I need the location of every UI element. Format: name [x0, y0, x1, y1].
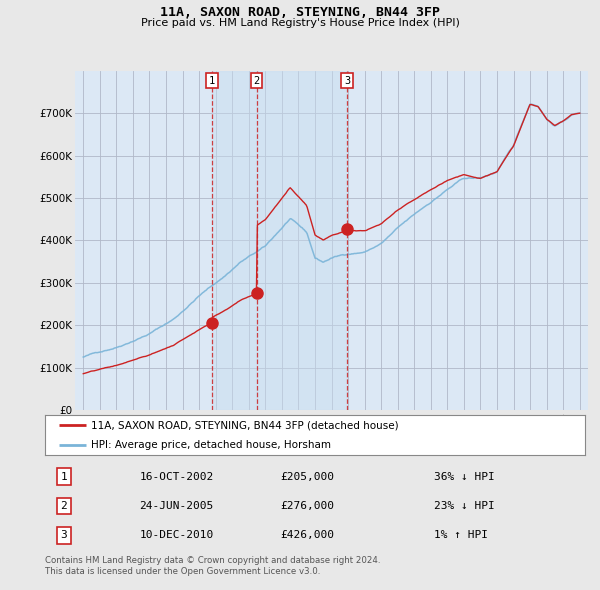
- Text: 2: 2: [254, 76, 260, 86]
- Text: £426,000: £426,000: [280, 530, 334, 540]
- Text: 3: 3: [61, 530, 67, 540]
- Text: 11A, SAXON ROAD, STEYNING, BN44 3FP: 11A, SAXON ROAD, STEYNING, BN44 3FP: [160, 6, 440, 19]
- Text: Price paid vs. HM Land Registry's House Price Index (HPI): Price paid vs. HM Land Registry's House …: [140, 18, 460, 28]
- Text: £276,000: £276,000: [280, 501, 334, 511]
- Text: 16-OCT-2002: 16-OCT-2002: [139, 471, 214, 481]
- Text: 1: 1: [209, 76, 215, 86]
- Text: 2: 2: [61, 501, 67, 511]
- Bar: [212, 71, 257, 410]
- Text: 36% ↓ HPI: 36% ↓ HPI: [434, 471, 494, 481]
- Text: Contains HM Land Registry data © Crown copyright and database right 2024.
This d: Contains HM Land Registry data © Crown c…: [45, 556, 380, 576]
- Text: 3: 3: [344, 76, 350, 86]
- Bar: [257, 71, 347, 410]
- Text: 11A, SAXON ROAD, STEYNING, BN44 3FP (detached house): 11A, SAXON ROAD, STEYNING, BN44 3FP (det…: [91, 421, 398, 430]
- Text: 1: 1: [61, 471, 67, 481]
- Text: HPI: Average price, detached house, Horsham: HPI: Average price, detached house, Hors…: [91, 441, 331, 450]
- Text: 10-DEC-2010: 10-DEC-2010: [139, 530, 214, 540]
- Text: 24-JUN-2005: 24-JUN-2005: [139, 501, 214, 511]
- Text: 1% ↑ HPI: 1% ↑ HPI: [434, 530, 488, 540]
- Text: £205,000: £205,000: [280, 471, 334, 481]
- Text: 23% ↓ HPI: 23% ↓ HPI: [434, 501, 494, 511]
